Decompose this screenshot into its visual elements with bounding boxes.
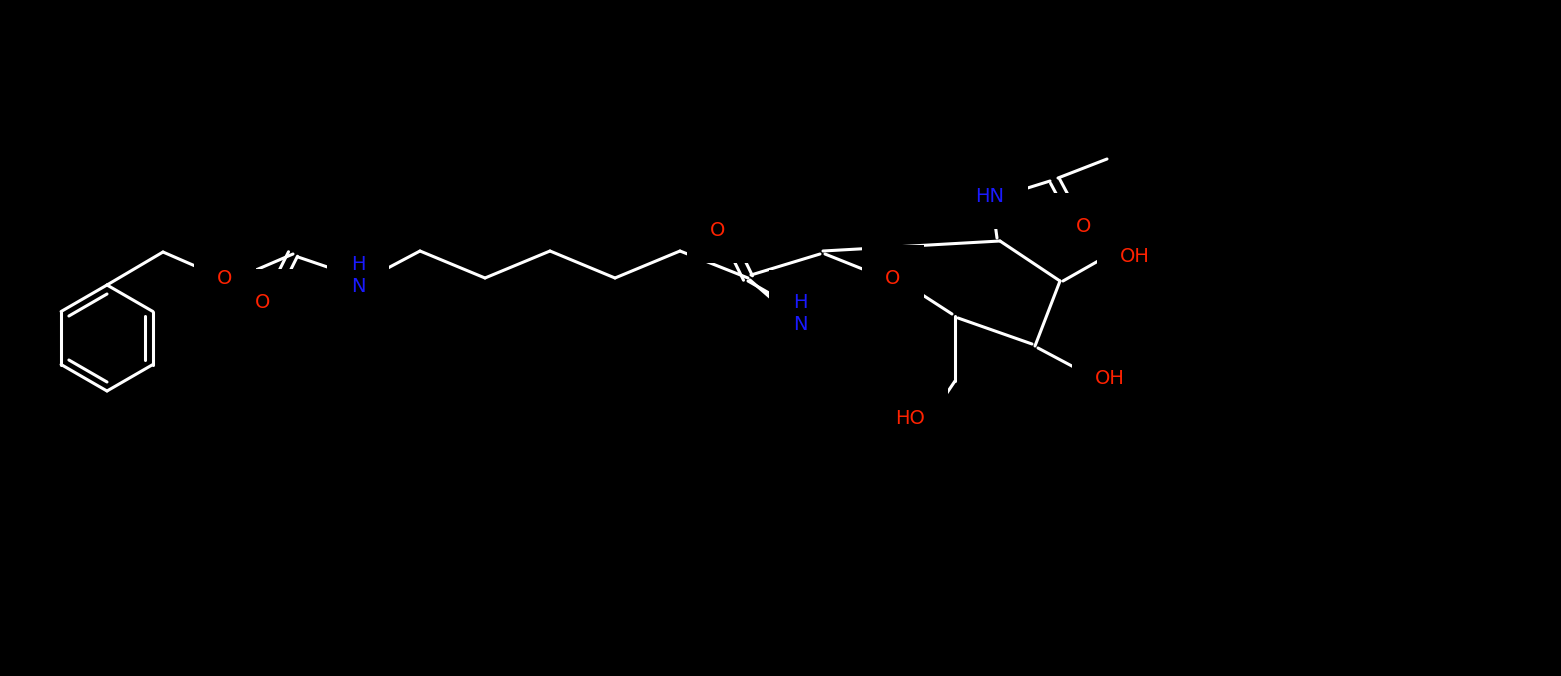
Text: H
N: H N — [793, 293, 807, 335]
Text: O: O — [256, 293, 270, 312]
Text: OH: OH — [1119, 247, 1150, 266]
Text: O: O — [885, 268, 901, 287]
Text: OH: OH — [1094, 370, 1125, 389]
Text: H
N: H N — [351, 256, 365, 297]
Text: O: O — [710, 220, 726, 239]
Text: HN: HN — [976, 187, 1004, 206]
Text: HO: HO — [894, 408, 926, 427]
Text: O: O — [1077, 216, 1091, 235]
Text: O: O — [217, 270, 233, 289]
